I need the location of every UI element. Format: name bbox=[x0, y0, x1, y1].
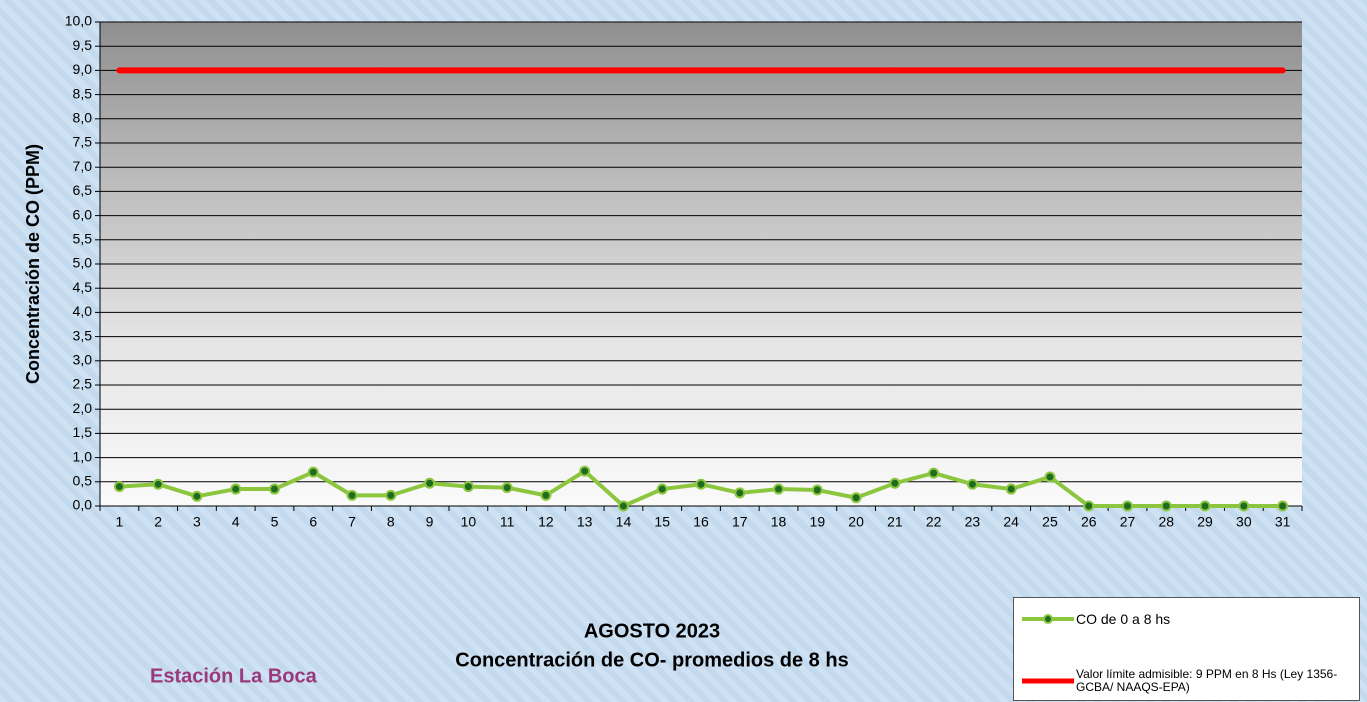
x-tick-label: 23 bbox=[965, 514, 981, 530]
marker bbox=[1122, 500, 1134, 512]
marker bbox=[152, 478, 164, 490]
legend-marker bbox=[1043, 614, 1053, 624]
y-axis-label: Concentración de CO (PPM) bbox=[23, 144, 43, 384]
marker bbox=[1199, 500, 1211, 512]
y-tick-label: 8,5 bbox=[73, 85, 93, 101]
marker bbox=[1238, 500, 1250, 512]
x-tick-label: 24 bbox=[1003, 514, 1019, 530]
marker bbox=[579, 465, 591, 477]
x-tick-label: 18 bbox=[771, 514, 787, 530]
marker bbox=[424, 477, 436, 489]
marker bbox=[268, 483, 280, 495]
y-tick-label: 5,0 bbox=[73, 255, 93, 271]
x-tick-label: 27 bbox=[1120, 514, 1136, 530]
y-tick-label: 2,5 bbox=[73, 376, 93, 392]
marker bbox=[191, 490, 203, 502]
legend-label: Valor límite admisible: 9 PPM en 8 Hs (L… bbox=[1076, 667, 1338, 694]
y-tick-label: 2,0 bbox=[73, 400, 93, 416]
marker bbox=[1160, 500, 1172, 512]
marker bbox=[811, 484, 823, 496]
x-tick-label: 10 bbox=[461, 514, 477, 530]
x-tick-label: 25 bbox=[1042, 514, 1058, 530]
x-tick-label: 9 bbox=[426, 514, 434, 530]
x-tick-label: 3 bbox=[193, 514, 201, 530]
legend-key bbox=[1020, 612, 1076, 626]
marker bbox=[1083, 500, 1095, 512]
x-tick-label: 30 bbox=[1236, 514, 1252, 530]
x-tick-label: 31 bbox=[1275, 514, 1291, 530]
y-tick-label: 9,5 bbox=[73, 37, 93, 53]
x-tick-label: 26 bbox=[1081, 514, 1097, 530]
y-tick-label: 5,5 bbox=[73, 231, 93, 247]
y-tick-label: 6,5 bbox=[73, 182, 93, 198]
y-tick-label: 3,0 bbox=[73, 352, 93, 368]
y-tick-label: 7,0 bbox=[73, 158, 93, 174]
marker bbox=[889, 477, 901, 489]
y-tick-label: 8,0 bbox=[73, 110, 93, 126]
marker bbox=[385, 489, 397, 501]
x-tick-label: 17 bbox=[732, 514, 748, 530]
marker bbox=[462, 481, 474, 493]
legend-item: CO de 0 a 8 hs bbox=[1020, 612, 1355, 626]
marker bbox=[230, 483, 242, 495]
x-tick-label: 7 bbox=[348, 514, 356, 530]
x-tick-label: 28 bbox=[1159, 514, 1175, 530]
legend-swatch bbox=[1022, 678, 1074, 684]
x-tick-label: 1 bbox=[115, 514, 123, 530]
x-tick-label: 11 bbox=[500, 514, 515, 530]
x-tick-label: 4 bbox=[232, 514, 240, 530]
marker bbox=[773, 483, 785, 495]
x-tick-label: 12 bbox=[538, 514, 554, 530]
y-tick-label: 4,5 bbox=[73, 279, 93, 295]
legend-key bbox=[1020, 674, 1076, 688]
x-tick-label: 6 bbox=[309, 514, 317, 530]
marker bbox=[966, 478, 978, 490]
x-tick-label: 22 bbox=[926, 514, 942, 530]
x-tick-label: 13 bbox=[577, 514, 593, 530]
marker bbox=[734, 487, 746, 499]
x-tick-label: 15 bbox=[654, 514, 670, 530]
marker bbox=[307, 466, 319, 478]
legend-item: Valor límite admisible: 9 PPM en 8 Hs (L… bbox=[1020, 668, 1355, 694]
y-tick-label: 0,0 bbox=[73, 497, 93, 513]
station-label: Estación La Boca bbox=[150, 665, 318, 687]
x-tick-label: 20 bbox=[848, 514, 864, 530]
marker bbox=[695, 478, 707, 490]
y-tick-label: 9,0 bbox=[73, 61, 93, 77]
x-tick-label: 5 bbox=[271, 514, 279, 530]
marker bbox=[501, 482, 513, 494]
y-tick-label: 6,0 bbox=[73, 206, 93, 222]
marker bbox=[1277, 500, 1289, 512]
marker bbox=[1005, 483, 1017, 495]
chart-title: AGOSTO 2023 bbox=[584, 620, 720, 642]
y-tick-label: 7,5 bbox=[73, 134, 93, 150]
marker bbox=[1044, 471, 1056, 483]
x-tick-label: 14 bbox=[616, 514, 632, 530]
y-tick-label: 1,5 bbox=[73, 424, 93, 440]
marker bbox=[850, 492, 862, 504]
y-tick-label: 3,5 bbox=[73, 327, 93, 343]
x-tick-label: 16 bbox=[693, 514, 709, 530]
marker bbox=[656, 483, 668, 495]
x-tick-label: 2 bbox=[154, 514, 162, 530]
marker bbox=[617, 500, 629, 512]
legend-label: CO de 0 a 8 hs bbox=[1076, 610, 1171, 627]
y-tick-label: 1,0 bbox=[73, 448, 93, 464]
marker bbox=[928, 467, 940, 479]
legend: CO de 0 a 8 hs Valor límite admisible: 9… bbox=[1013, 597, 1360, 701]
x-tick-label: 19 bbox=[810, 514, 826, 530]
marker bbox=[346, 489, 358, 501]
y-tick-label: 4,0 bbox=[73, 303, 93, 319]
x-tick-label: 8 bbox=[387, 514, 395, 530]
x-tick-label: 29 bbox=[1197, 514, 1213, 530]
y-tick-label: 10,0 bbox=[65, 13, 92, 29]
marker bbox=[113, 481, 125, 493]
legend-swatch bbox=[1022, 614, 1074, 624]
x-tick-label: 21 bbox=[887, 514, 903, 530]
y-tick-label: 0,5 bbox=[73, 473, 93, 489]
chart-subtitle: Concentración de CO- promedios de 8 hs bbox=[455, 649, 848, 671]
marker bbox=[540, 489, 552, 501]
